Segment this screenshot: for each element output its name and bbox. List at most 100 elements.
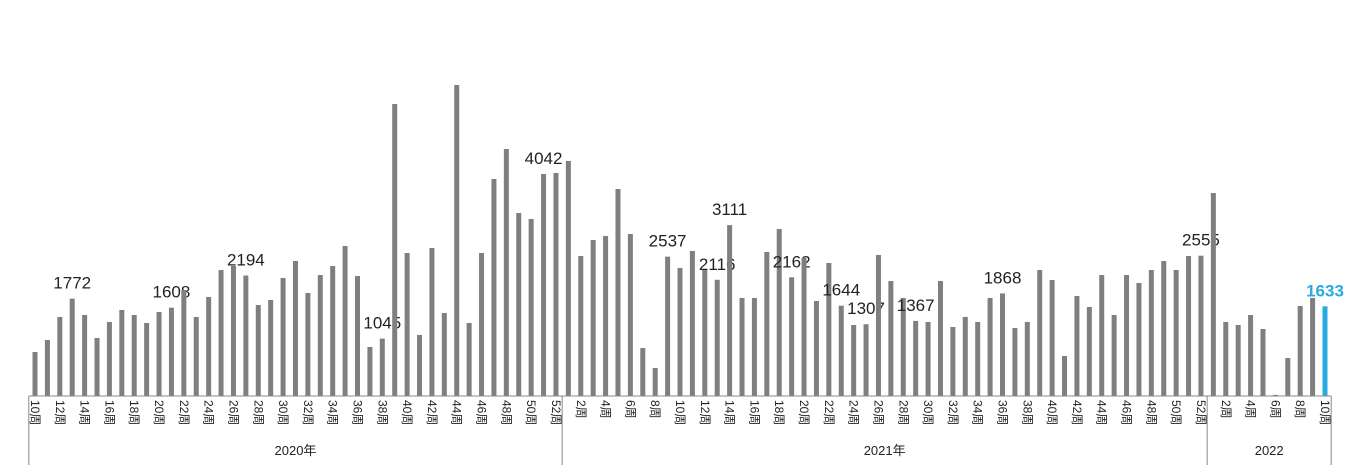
bar — [1210, 193, 1216, 396]
bar — [82, 314, 88, 396]
bar — [144, 323, 150, 396]
bar — [776, 228, 782, 396]
x-tick-label: 48周 — [1144, 400, 1158, 425]
bar — [503, 148, 509, 396]
value-label: 1307 — [847, 299, 885, 318]
x-tick-label: 22周 — [822, 400, 836, 425]
bar — [838, 305, 844, 396]
bar — [1297, 305, 1303, 396]
bar — [578, 256, 584, 396]
x-tick-label: 30周 — [276, 400, 290, 425]
x-tick-label: 44周 — [450, 400, 464, 425]
x-tick-label: 18周 — [772, 400, 786, 425]
x-tick-label: 4周 — [599, 400, 613, 419]
value-label: 3111 — [712, 200, 747, 219]
x-tick-label: 22周 — [177, 400, 191, 425]
x-tick-label: 2周 — [1219, 400, 1233, 419]
bar — [727, 225, 733, 396]
bar — [603, 235, 609, 396]
bar — [590, 239, 596, 396]
bar — [206, 296, 212, 396]
bar — [1248, 314, 1254, 396]
x-tick-label: 36周 — [996, 400, 1010, 425]
x-tick-label: 34周 — [326, 400, 340, 425]
x-tick-label: 14周 — [723, 400, 737, 425]
bar — [466, 323, 472, 396]
bar — [330, 266, 336, 396]
x-tick-label: 12周 — [698, 400, 712, 425]
value-label: 1608 — [153, 283, 191, 302]
x-tick-label: 48周 — [499, 400, 513, 425]
bar — [317, 275, 323, 396]
bar — [479, 252, 485, 396]
x-tick-label: 10周 — [28, 400, 42, 425]
bar — [1012, 328, 1018, 396]
bar — [1086, 306, 1092, 396]
bar — [1136, 282, 1142, 396]
x-tick-label: 46周 — [1120, 400, 1134, 425]
x-tick-label: 4周 — [1244, 400, 1258, 419]
x-tick-label: 6周 — [623, 400, 637, 419]
bar — [379, 338, 385, 396]
x-tick-label: 28周 — [251, 400, 265, 425]
bar — [491, 179, 497, 396]
bar — [1062, 356, 1068, 396]
x-tick-label: 14周 — [78, 400, 92, 425]
bar — [69, 298, 75, 396]
bar — [1024, 321, 1030, 396]
x-tick-label: 10周 — [1318, 400, 1332, 425]
x-tick-label: 16周 — [747, 400, 761, 425]
bar — [1000, 293, 1005, 396]
bar — [1037, 270, 1043, 396]
bar — [367, 347, 373, 396]
x-tick-label: 26周 — [871, 400, 885, 425]
x-tick-label: 46周 — [475, 400, 489, 425]
bar — [937, 280, 943, 396]
bar — [1186, 256, 1192, 396]
bar — [230, 266, 236, 396]
bar — [652, 367, 658, 396]
x-tick-label: 16周 — [102, 400, 116, 425]
bar — [714, 279, 720, 396]
bar — [1124, 275, 1130, 396]
x-tick-label: 10周 — [673, 400, 687, 425]
bar — [1173, 270, 1179, 396]
bar — [528, 218, 534, 396]
x-tick-label: 8周 — [1293, 400, 1307, 419]
value-label: 2537 — [649, 232, 687, 251]
bar — [1260, 328, 1266, 396]
bar — [826, 262, 832, 396]
bar — [243, 275, 249, 396]
bar — [888, 280, 894, 396]
value-label: 1868 — [984, 268, 1022, 287]
bar — [429, 247, 435, 396]
value-label: 1045 — [363, 314, 401, 333]
bar — [801, 257, 807, 396]
value-label: 1367 — [897, 296, 935, 315]
bar — [44, 339, 50, 396]
group-label: 2020年 — [275, 443, 317, 458]
x-tick-label: 50周 — [524, 400, 538, 425]
bar — [292, 261, 298, 396]
bar — [280, 277, 286, 396]
value-label: 4042 — [525, 149, 563, 168]
x-tick-label: 2周 — [574, 400, 588, 419]
bar — [541, 174, 547, 396]
bar — [875, 254, 881, 396]
bar — [702, 270, 708, 396]
bar — [119, 309, 125, 396]
x-tick-label: 40周 — [400, 400, 414, 425]
x-tick-label: 52周 — [549, 400, 563, 425]
bar — [305, 292, 311, 396]
bar — [1285, 357, 1291, 396]
x-tick-label: 6周 — [1268, 400, 1282, 419]
bar — [1161, 261, 1167, 396]
bar — [1322, 306, 1328, 396]
bar — [1223, 321, 1229, 396]
bar — [950, 327, 956, 396]
x-tick-label: 24周 — [847, 400, 861, 425]
bar — [1272, 394, 1278, 396]
value-label: 2116 — [699, 255, 736, 274]
bar — [739, 297, 745, 396]
